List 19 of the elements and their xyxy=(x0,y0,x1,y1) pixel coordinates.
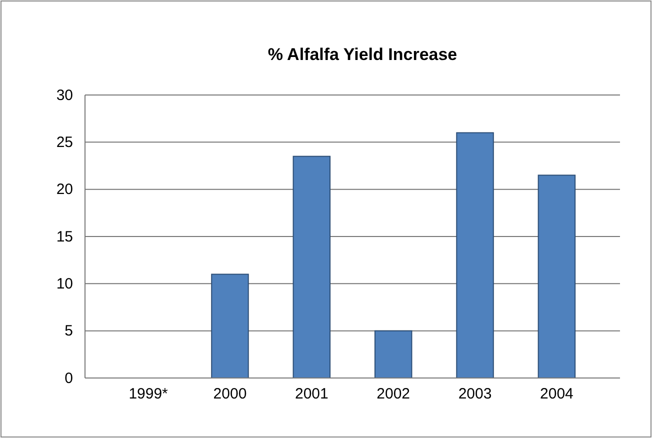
y-tick-label: 20 xyxy=(56,181,73,198)
y-tick-label: 0 xyxy=(64,370,73,387)
y-tick-label: 10 xyxy=(56,275,73,292)
bar xyxy=(211,274,249,378)
x-tick-label: 2003 xyxy=(458,386,492,403)
x-tick-label: 1999* xyxy=(128,386,168,403)
y-tick-label: 25 xyxy=(56,134,73,151)
bar xyxy=(292,156,331,378)
bar xyxy=(374,330,412,378)
y-tick-label: 30 xyxy=(56,86,73,104)
y-tick-label: 15 xyxy=(56,228,73,246)
bar xyxy=(456,132,494,378)
chart-title: % Alfalfa Yield Increase xyxy=(268,45,458,64)
bar xyxy=(538,174,576,378)
x-tick-label: 2002 xyxy=(376,386,410,403)
x-tick-label: 2000 xyxy=(213,386,247,403)
x-tick-label: 2004 xyxy=(540,386,574,403)
x-tick-label: 2001 xyxy=(294,386,328,403)
y-tick-label: 5 xyxy=(64,322,73,340)
